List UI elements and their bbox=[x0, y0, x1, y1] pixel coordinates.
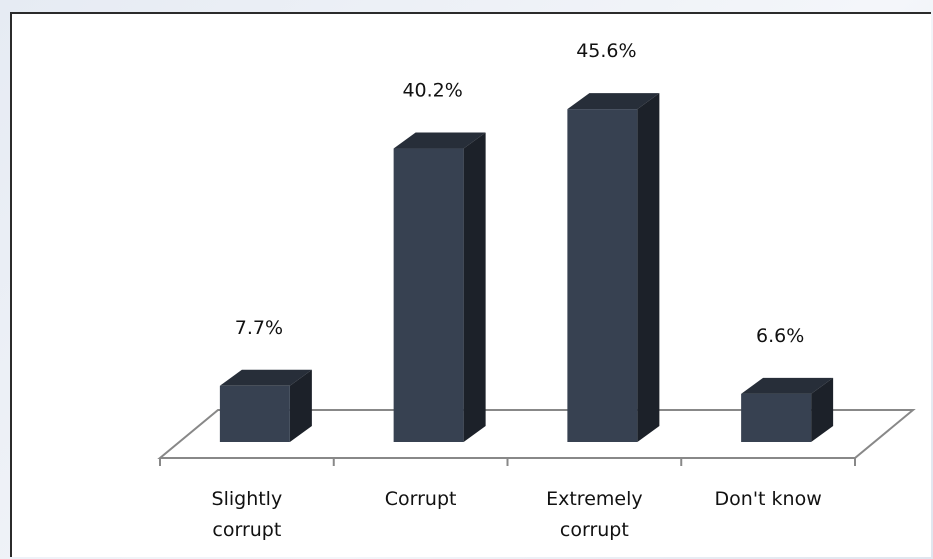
x-tick-label: Corrupt bbox=[384, 488, 457, 510]
bar bbox=[219, 369, 312, 442]
bar bbox=[393, 132, 486, 443]
bar-side bbox=[811, 377, 834, 442]
bar-top bbox=[393, 132, 486, 149]
bar-top bbox=[219, 369, 312, 386]
bar-side bbox=[637, 93, 660, 443]
value-label: 40.2% bbox=[402, 80, 462, 102]
bar bbox=[567, 93, 660, 443]
bar-front bbox=[741, 393, 812, 442]
bar-front bbox=[567, 109, 638, 443]
bar-side bbox=[463, 132, 486, 443]
x-tick-label: Extremely corrupt bbox=[546, 488, 643, 541]
floor bbox=[157, 409, 916, 459]
bar-front bbox=[219, 385, 290, 442]
x-tick-label: Slightly corrupt bbox=[211, 488, 283, 541]
bar-top bbox=[567, 93, 660, 110]
value-label: 45.6% bbox=[576, 40, 636, 62]
bar-front bbox=[393, 148, 464, 443]
x-tick-label: Don't know bbox=[714, 488, 822, 510]
value-label: 6.6% bbox=[756, 325, 804, 347]
bar-side bbox=[289, 369, 312, 442]
value-label: 7.7% bbox=[235, 317, 283, 339]
bar-top bbox=[741, 377, 834, 394]
bar bbox=[741, 377, 834, 442]
